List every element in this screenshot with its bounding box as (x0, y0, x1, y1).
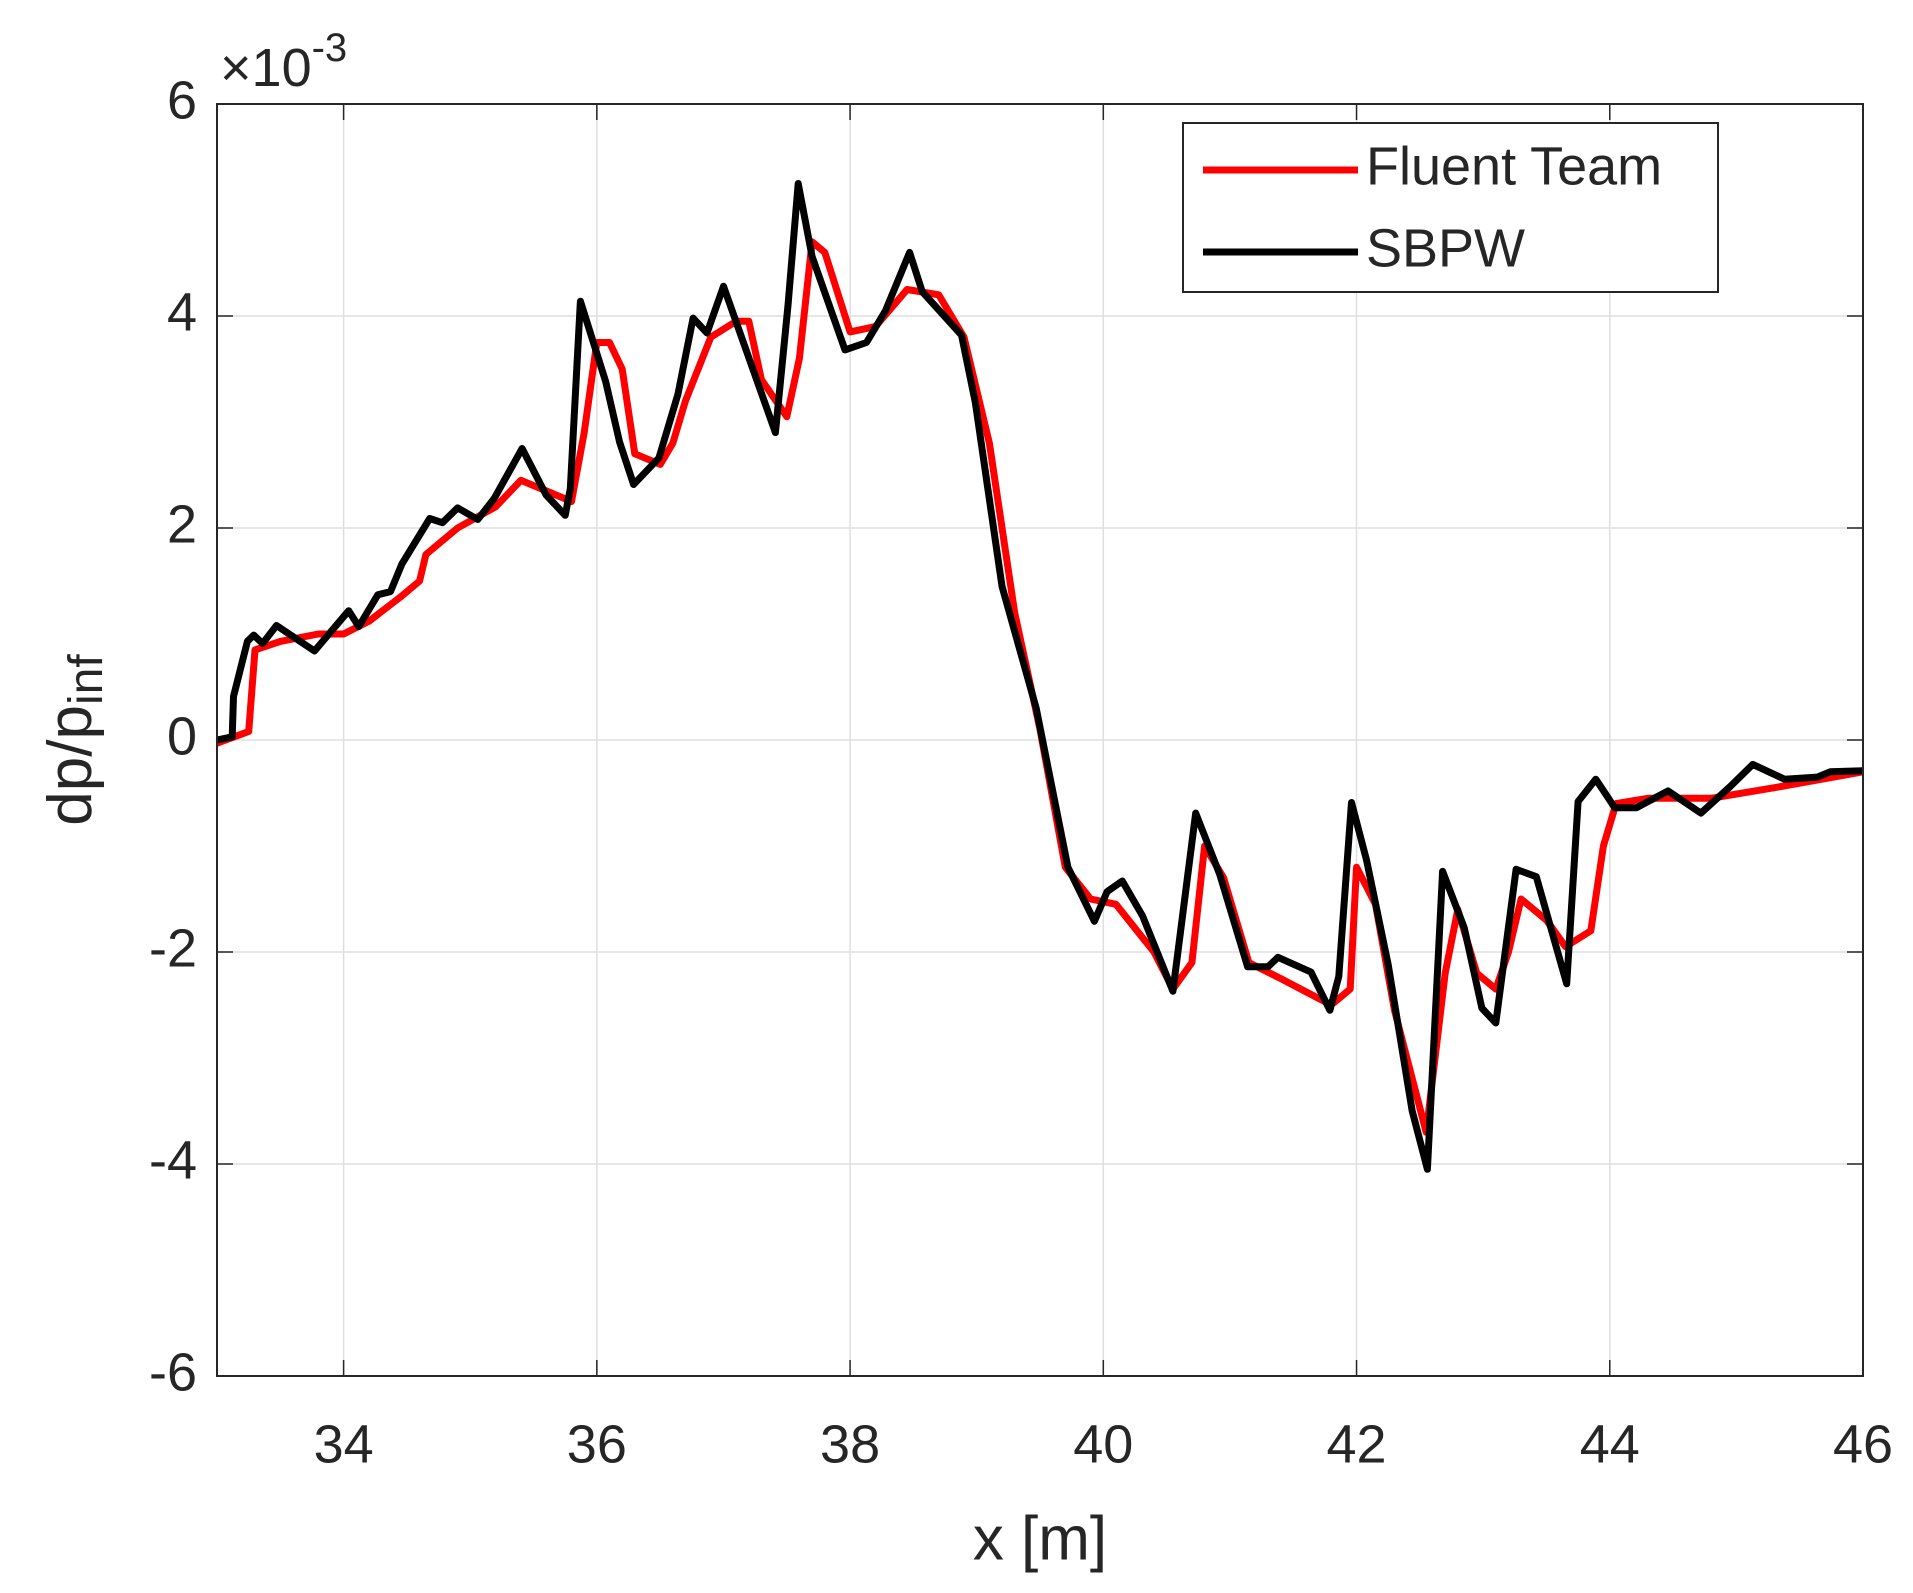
axes-box (216, 103, 1864, 1377)
y-axis-label: dp/pinf (36, 654, 112, 826)
y-multiplier-base: ×10 (220, 38, 312, 98)
x-tick-label: 42 (1326, 1414, 1386, 1474)
y-tick-label: -2 (149, 918, 197, 978)
x-axis-label: x [m] (973, 1504, 1107, 1573)
legend-box (1182, 122, 1719, 293)
x-tick-label: 44 (1580, 1414, 1640, 1474)
y-tick-label: 0 (167, 706, 197, 766)
y-tick-label: 6 (167, 70, 197, 130)
data-line (215, 238, 1864, 1136)
y-tick-label: -4 (149, 1130, 197, 1190)
x-tick-label: 34 (314, 1414, 374, 1474)
y-multiplier-exponent: -3 (312, 26, 348, 70)
legend-label: Fluent Team (1366, 136, 1662, 196)
x-tick-label: 36 (567, 1414, 627, 1474)
legend-label: SBPW (1366, 218, 1525, 278)
x-tick-label: 46 (1833, 1414, 1893, 1474)
y-tick-label: 2 (167, 494, 197, 554)
y-tick-label: 4 (167, 282, 197, 342)
y-axis-label-main: dp/p (36, 705, 105, 826)
x-tick-label: 38 (820, 1414, 880, 1474)
y-multiplier: ×10-3 (220, 26, 347, 99)
data-line (216, 180, 1864, 1173)
y-tick-label: -6 (149, 1342, 197, 1402)
x-tick-label: 40 (1073, 1414, 1133, 1474)
y-axis-label-sub: inf (60, 654, 113, 705)
